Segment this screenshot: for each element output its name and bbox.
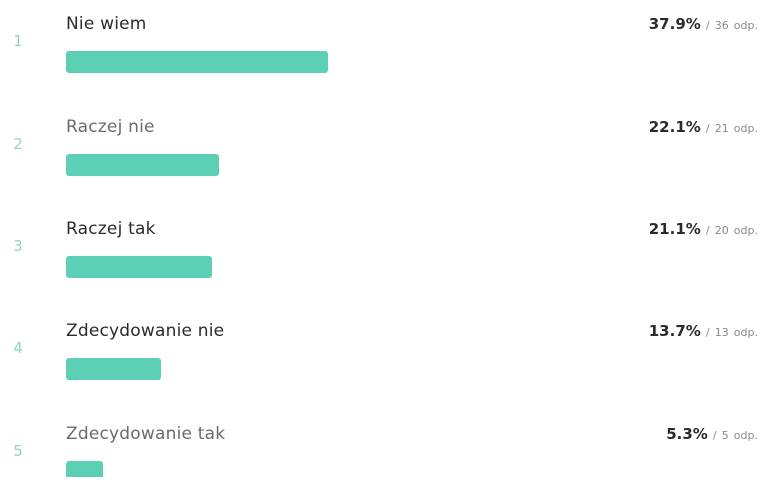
answer-count: 21 xyxy=(714,122,729,135)
answer-percent: 5.3% xyxy=(666,425,708,443)
answer-count-unit: odp. xyxy=(733,122,758,135)
answer-bar-track xyxy=(66,461,756,477)
answer-rank: 4 xyxy=(13,339,23,357)
answer-row: 3 Raczej tak 21.1% / 20 odp. xyxy=(0,219,763,299)
answer-count: 5 xyxy=(721,429,729,442)
answer-row: 4 Zdecydowanie nie 13.7% / 13 odp. xyxy=(0,321,763,401)
poll-results: 1 Nie wiem 37.9% / 36 odp. 2 Raczej nie … xyxy=(0,14,763,477)
answer-percent: 13.7% xyxy=(648,322,701,340)
answer-rank: 3 xyxy=(13,237,23,255)
answer-percent: 37.9% xyxy=(648,15,701,33)
answer-row: 1 Nie wiem 37.9% / 36 odp. xyxy=(0,14,763,94)
answer-count-unit: odp. xyxy=(733,429,758,442)
answer-bar xyxy=(66,461,103,477)
answer-stats: 37.9% / 36 odp. xyxy=(649,14,758,33)
answer-bar-track xyxy=(66,358,756,380)
answer-bar-track xyxy=(66,154,756,176)
answer-bar xyxy=(66,154,219,176)
answer-count-unit: odp. xyxy=(733,224,758,237)
answer-stats: 5.3% / 5 odp. xyxy=(666,424,758,443)
answer-count: 36 xyxy=(714,19,729,32)
answer-percent: 22.1% xyxy=(648,118,701,136)
answer-rank: 2 xyxy=(13,135,23,153)
answer-label: Zdecydowanie nie xyxy=(66,321,225,341)
answer-label: Nie wiem xyxy=(66,14,147,34)
stats-separator: / xyxy=(705,326,710,339)
answer-rank: 1 xyxy=(13,32,23,50)
answer-label: Raczej nie xyxy=(66,117,155,137)
answer-stats: 13.7% / 13 odp. xyxy=(649,321,758,340)
stats-separator: / xyxy=(705,19,710,32)
answer-rank: 5 xyxy=(13,442,23,460)
answer-count-unit: odp. xyxy=(733,19,758,32)
answer-row: 2 Raczej nie 22.1% / 21 odp. xyxy=(0,117,763,197)
answer-count-unit: odp. xyxy=(733,326,758,339)
answer-bar xyxy=(66,358,161,380)
answer-label: Raczej tak xyxy=(66,219,156,239)
answer-label: Zdecydowanie tak xyxy=(66,424,226,444)
answer-percent: 21.1% xyxy=(648,220,701,238)
stats-separator: / xyxy=(705,224,710,237)
answer-row: 5 Zdecydowanie tak 5.3% / 5 odp. xyxy=(0,424,763,504)
stats-separator: / xyxy=(712,429,717,442)
answer-count: 20 xyxy=(714,224,729,237)
answer-bar xyxy=(66,256,212,278)
answer-bar xyxy=(66,51,328,73)
answer-stats: 22.1% / 21 odp. xyxy=(649,117,758,136)
answer-bar-track xyxy=(66,51,756,73)
answer-count: 13 xyxy=(714,326,729,339)
stats-separator: / xyxy=(705,122,710,135)
answer-stats: 21.1% / 20 odp. xyxy=(649,219,758,238)
answer-bar-track xyxy=(66,256,756,278)
